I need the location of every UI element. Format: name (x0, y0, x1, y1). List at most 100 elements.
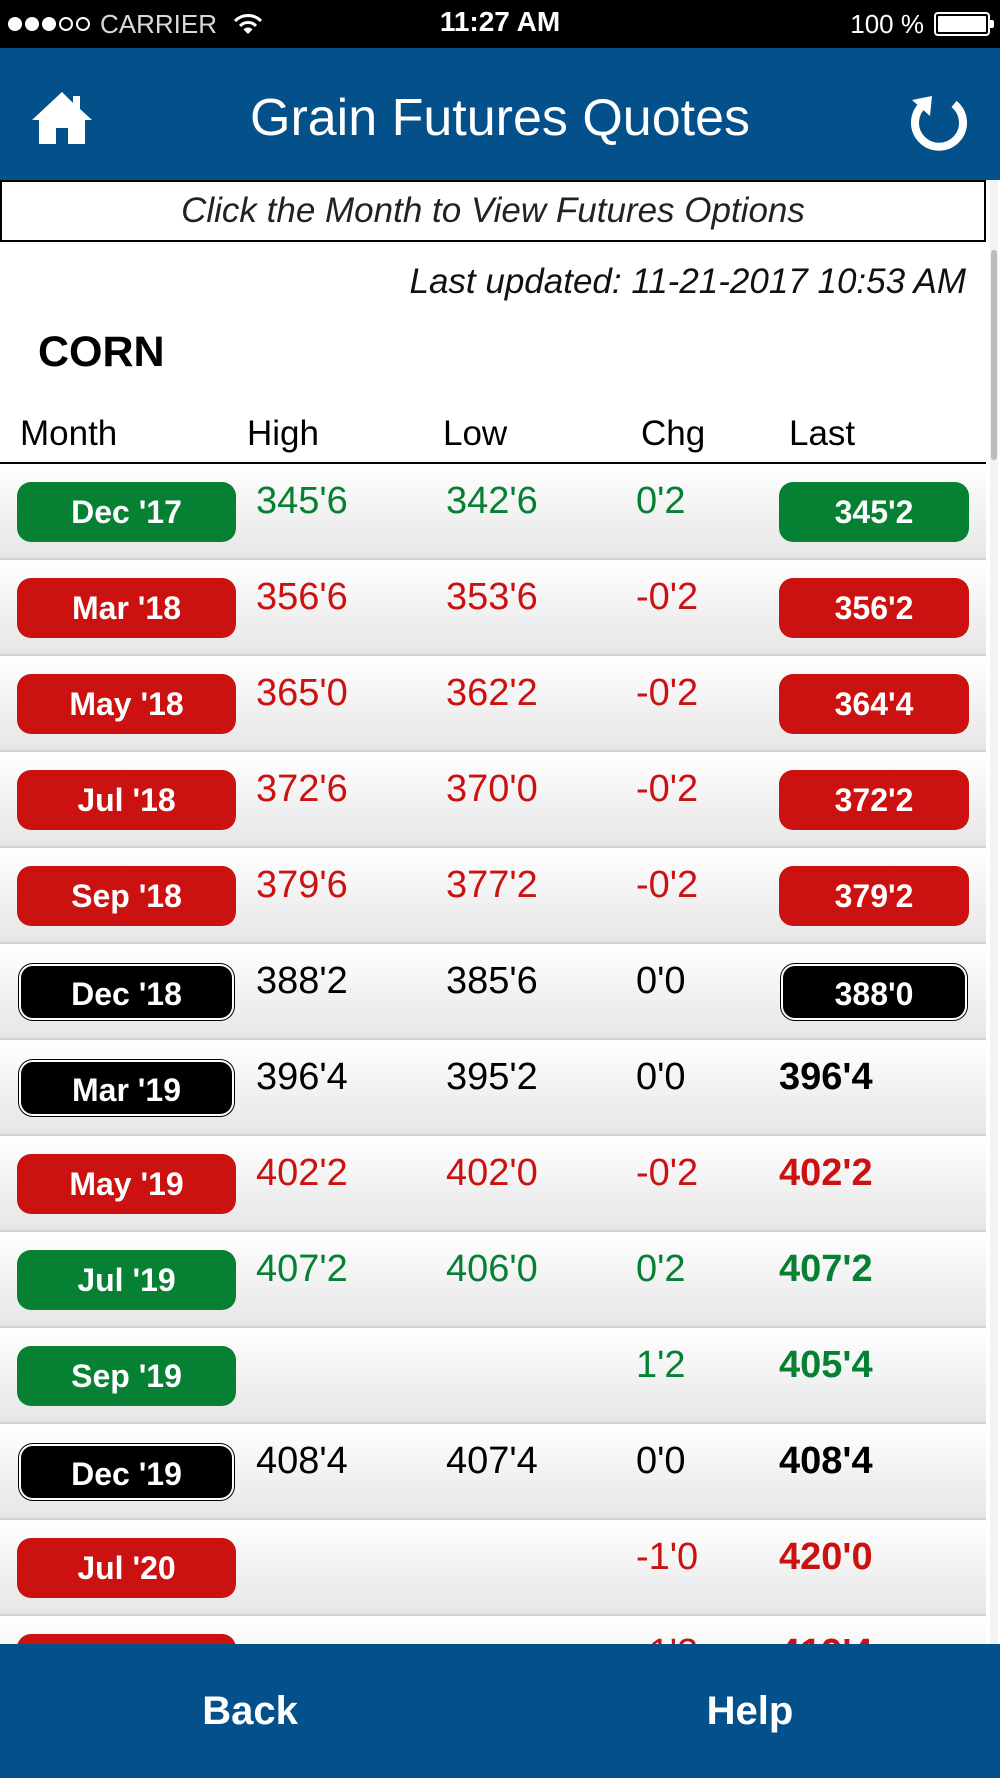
month-button[interactable]: Jul '20 (17, 1538, 236, 1598)
app-header: Grain Futures Quotes (0, 48, 1000, 180)
last-updated: Last updated: 11-21-2017 10:53 AM (409, 262, 966, 301)
month-button[interactable]: Sep '19 (17, 1346, 236, 1406)
cell-low: 385'6 (446, 960, 538, 1002)
table-row: Mar '19 396'4 395'2 0'0 396'4 (0, 1040, 986, 1136)
battery-percent: 100 % (850, 8, 924, 39)
cell-last: 408'4 (779, 1440, 873, 1482)
cell-last: 356'2 (779, 578, 969, 638)
month-button[interactable]: May '18 (17, 674, 236, 734)
cell-high: 356'6 (256, 576, 348, 618)
signal-dot (25, 17, 39, 31)
commodity-title: CORN (38, 328, 165, 376)
col-chg: Chg (641, 414, 706, 453)
month-button[interactable]: Dec '18 (19, 964, 234, 1020)
cell-high: 372'6 (256, 768, 348, 810)
cell-last: 402'2 (779, 1152, 873, 1194)
signal-icon (8, 17, 90, 31)
table-row: May '18 365'0 362'2 -0'2 364'4 (0, 656, 986, 752)
col-month: Month (20, 414, 118, 453)
help-button[interactable]: Help (706, 1689, 794, 1733)
instruction-banner: Click the Month to View Futures Options (0, 180, 986, 242)
table-row: Sep '19 1'2 405'4 (0, 1328, 986, 1424)
cell-last: 405'4 (779, 1344, 873, 1386)
cell-low: 377'2 (446, 864, 538, 906)
cell-high: 379'6 (256, 864, 348, 906)
status-left: CARRIER (8, 8, 263, 40)
battery-icon (934, 12, 994, 36)
month-button[interactable]: Dec '19 (19, 1444, 234, 1500)
scrollbar[interactable] (990, 180, 998, 1644)
month-button[interactable]: Sep '18 (17, 866, 236, 926)
wifi-icon (233, 12, 263, 36)
month-button[interactable]: Dec '17 (17, 482, 236, 542)
cell-high: 402'2 (256, 1152, 348, 1194)
table-row: Jul '19 407'2 406'0 0'2 407'2 (0, 1232, 986, 1328)
home-button[interactable] (30, 88, 94, 148)
table-row: Dec '18 388'2 385'6 0'0 388'0 (0, 944, 986, 1040)
month-button[interactable]: Jul '19 (17, 1250, 236, 1310)
table-row: Sep '18 379'6 377'2 -0'2 379'2 (0, 848, 986, 944)
table-row: Dec '19 408'4 407'4 0'0 408'4 (0, 1424, 986, 1520)
cell-high: 388'2 (256, 960, 348, 1002)
cell-low: 406'0 (446, 1248, 538, 1290)
status-time: 11:27 AM (439, 6, 561, 37)
cell-low: 370'0 (446, 768, 538, 810)
cell-last: 407'2 (779, 1248, 873, 1290)
cell-chg: -0'2 (636, 672, 699, 714)
month-button[interactable] (17, 1634, 236, 1644)
cell-low: 362'2 (446, 672, 538, 714)
cell-last: 419'4 (779, 1632, 873, 1644)
cell-chg: 0'0 (636, 960, 686, 1002)
status-bar: CARRIER 11:27 AM 100 % (0, 0, 1000, 48)
table-row: Dec '17 345'6 342'6 0'2 345'2 (0, 464, 986, 560)
cell-last: 420'0 (779, 1536, 873, 1578)
table-row: Mar '18 356'6 353'6 -0'2 356'2 (0, 560, 986, 656)
cell-last: 372'2 (779, 770, 969, 830)
home-icon (32, 92, 92, 144)
table-row: Jul '18 372'6 370'0 -0'2 372'2 (0, 752, 986, 848)
cell-chg: -0'2 (636, 576, 699, 618)
col-low: Low (443, 414, 508, 453)
cell-last: 396'4 (779, 1056, 873, 1098)
cell-chg: -1'0 (636, 1536, 699, 1578)
scroll-thumb[interactable] (991, 250, 997, 460)
month-button[interactable]: Mar '18 (17, 578, 236, 638)
cell-low: 402'0 (446, 1152, 538, 1194)
cell-last: 388'0 (781, 964, 967, 1020)
cell-low: 353'6 (446, 576, 538, 618)
cell-chg: 0'0 (636, 1056, 686, 1098)
cell-last: 364'4 (779, 674, 969, 734)
cell-chg: 0'2 (636, 480, 686, 522)
back-button[interactable]: Back (202, 1689, 298, 1733)
signal-dot (8, 17, 22, 31)
cell-last: 379'2 (779, 866, 969, 926)
col-last: Last (789, 414, 856, 453)
cell-low: 395'2 (446, 1056, 538, 1098)
cell-chg: -1'2 (636, 1632, 698, 1644)
cell-high: 407'2 (256, 1248, 348, 1290)
cell-chg: 0'0 (636, 1440, 686, 1482)
month-button[interactable]: Jul '18 (17, 770, 236, 830)
column-headers: Month High Low Chg Last (0, 414, 986, 464)
carrier-label: CARRIER (100, 8, 218, 39)
cell-high: 408'4 (256, 1440, 348, 1482)
bottom-bar: Back Help (0, 1644, 1000, 1778)
cell-high: 396'4 (256, 1056, 348, 1098)
month-button[interactable]: May '19 (17, 1154, 236, 1214)
cell-chg: -0'2 (636, 864, 699, 906)
cell-chg: -0'2 (636, 1152, 699, 1194)
cell-chg: -0'2 (636, 768, 699, 810)
cell-last: 345'2 (779, 482, 969, 542)
quotes-content[interactable]: Last updated: 11-21-2017 10:53 AM CORN M… (0, 242, 986, 1644)
cell-low: 407'4 (446, 1440, 538, 1482)
refresh-button[interactable] (908, 92, 970, 154)
table-row: Jul '20 -1'0 420'0 (0, 1520, 986, 1616)
status-right: 100 % (850, 8, 994, 40)
page-title: Grain Futures Quotes (250, 89, 750, 147)
signal-dot (59, 17, 73, 31)
quotes-table: Dec '17 345'6 342'6 0'2 345'2 Mar '18 356'6 353… (0, 464, 986, 1644)
month-button[interactable]: Mar '19 (19, 1060, 234, 1116)
cell-high: 345'6 (256, 480, 348, 522)
signal-dot (42, 17, 56, 31)
cell-high: 365'0 (256, 672, 348, 714)
